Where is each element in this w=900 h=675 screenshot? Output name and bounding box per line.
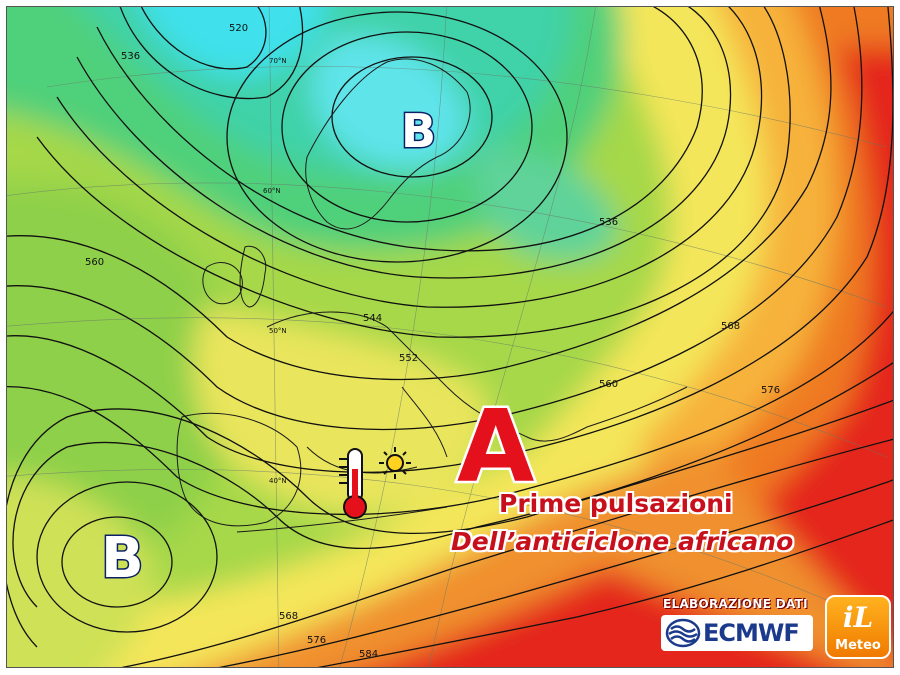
lat-label: 50°N: [269, 327, 287, 335]
iso-label: 552: [399, 353, 418, 364]
geopotential-map: 520 536 544 552 560 568 576 584 536 560 …: [7, 7, 893, 667]
iso-label: 568: [721, 321, 740, 332]
iso-label: 560: [85, 257, 104, 268]
iso-label: 584: [359, 649, 378, 660]
lat-label: 60°N: [263, 187, 281, 195]
color-field: [7, 7, 893, 667]
ilmeteo-logo-text: Meteo: [835, 638, 881, 653]
high-pressure-label: A: [457, 388, 534, 505]
thermometer-icon: [339, 448, 367, 519]
iso-label: 576: [761, 385, 780, 396]
iso-label: 568: [279, 611, 298, 622]
ecmwf-logo-badge: ECMWF: [661, 615, 813, 651]
iso-label: 560: [599, 379, 618, 390]
ilmeteo-logo-mark: iL: [842, 601, 874, 634]
latitude-labels: 70°N 60°N 50°N 40°N: [263, 57, 287, 485]
map-frame: 520 536 544 552 560 568 576 584 536 560 …: [6, 6, 894, 668]
low-pressure-label-west: B: [101, 526, 144, 591]
ecmwf-wordmark: ECMWF: [703, 619, 800, 647]
iso-label: 544: [363, 313, 382, 324]
headline-line-1: Prime pulsazioni: [499, 489, 733, 518]
iso-label: 520: [229, 23, 248, 34]
sun-icon: [379, 447, 411, 479]
low-pressure-label-north: B: [401, 104, 436, 158]
iso-label: 536: [599, 217, 618, 228]
lat-label: 70°N: [269, 57, 287, 65]
data-processing-label: ELABORAZIONE DATI: [663, 597, 808, 611]
isohypses: [7, 7, 893, 667]
lat-label: 40°N: [269, 477, 287, 485]
iso-label: 576: [307, 635, 326, 646]
ecmwf-globe-icon: [665, 618, 701, 648]
headline-line-2: Dell’anticiclone africano: [451, 527, 794, 556]
iso-label: 536: [121, 51, 140, 62]
ilmeteo-logo: iL Meteo: [825, 595, 891, 659]
isohypse-labels: 520 536 544 552 560 568 576 584 536 560 …: [85, 23, 780, 660]
